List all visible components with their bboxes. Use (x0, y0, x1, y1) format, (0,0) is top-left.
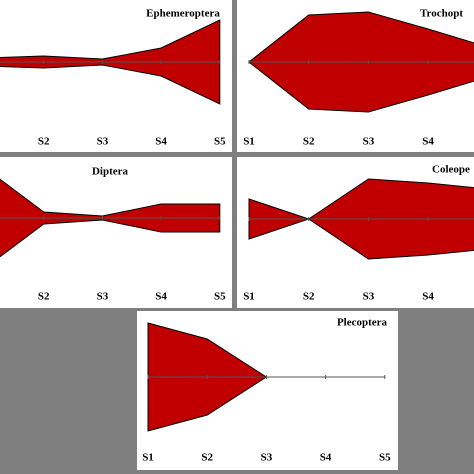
x-tick-label: S4 (155, 136, 167, 148)
x-tick-label: S2 (303, 291, 315, 303)
panel: S2 S3 S4 S5 Diptera (0, 157, 232, 308)
panel-title: Trochopt (420, 8, 463, 20)
x-tick-label: S1 (142, 452, 154, 464)
x-tick-label: S5 (214, 136, 226, 148)
x-tick-label: S3 (363, 136, 375, 148)
x-tick-label: S4 (155, 291, 167, 303)
panel: S1 S2 S3 S4 Trochopt (237, 0, 474, 152)
x-tick-label: S1 (243, 291, 255, 303)
x-tick-label: S1 (243, 136, 255, 148)
panel: S1 S2 S3 S4 S5 Plecoptera (137, 311, 398, 470)
x-tick-label: S2 (201, 452, 213, 464)
x-tick-label: S5 (379, 452, 391, 464)
panel-title: Diptera (92, 166, 129, 178)
x-tick-label: S4 (422, 291, 434, 303)
x-tick-label: S2 (38, 291, 50, 303)
x-tick-label: S3 (363, 291, 375, 303)
x-tick-label: S3 (97, 136, 109, 148)
panel-title: Coleope (432, 164, 470, 176)
panel: S1 S2 S3 S4 Coleope (237, 157, 474, 308)
x-tick-label: S4 (422, 136, 434, 148)
x-tick-label: S2 (38, 136, 50, 148)
panel: S2 S3 S4 S5 Ephemeroptera (0, 0, 232, 152)
x-tick-label: S4 (320, 452, 332, 464)
x-tick-label: S3 (97, 291, 109, 303)
x-tick-label: S2 (303, 136, 315, 148)
panel-title: Ephemeroptera (146, 8, 220, 20)
x-tick-label: S3 (261, 452, 273, 464)
panel-title: Plecoptera (337, 317, 388, 329)
x-tick-label: S5 (214, 291, 226, 303)
